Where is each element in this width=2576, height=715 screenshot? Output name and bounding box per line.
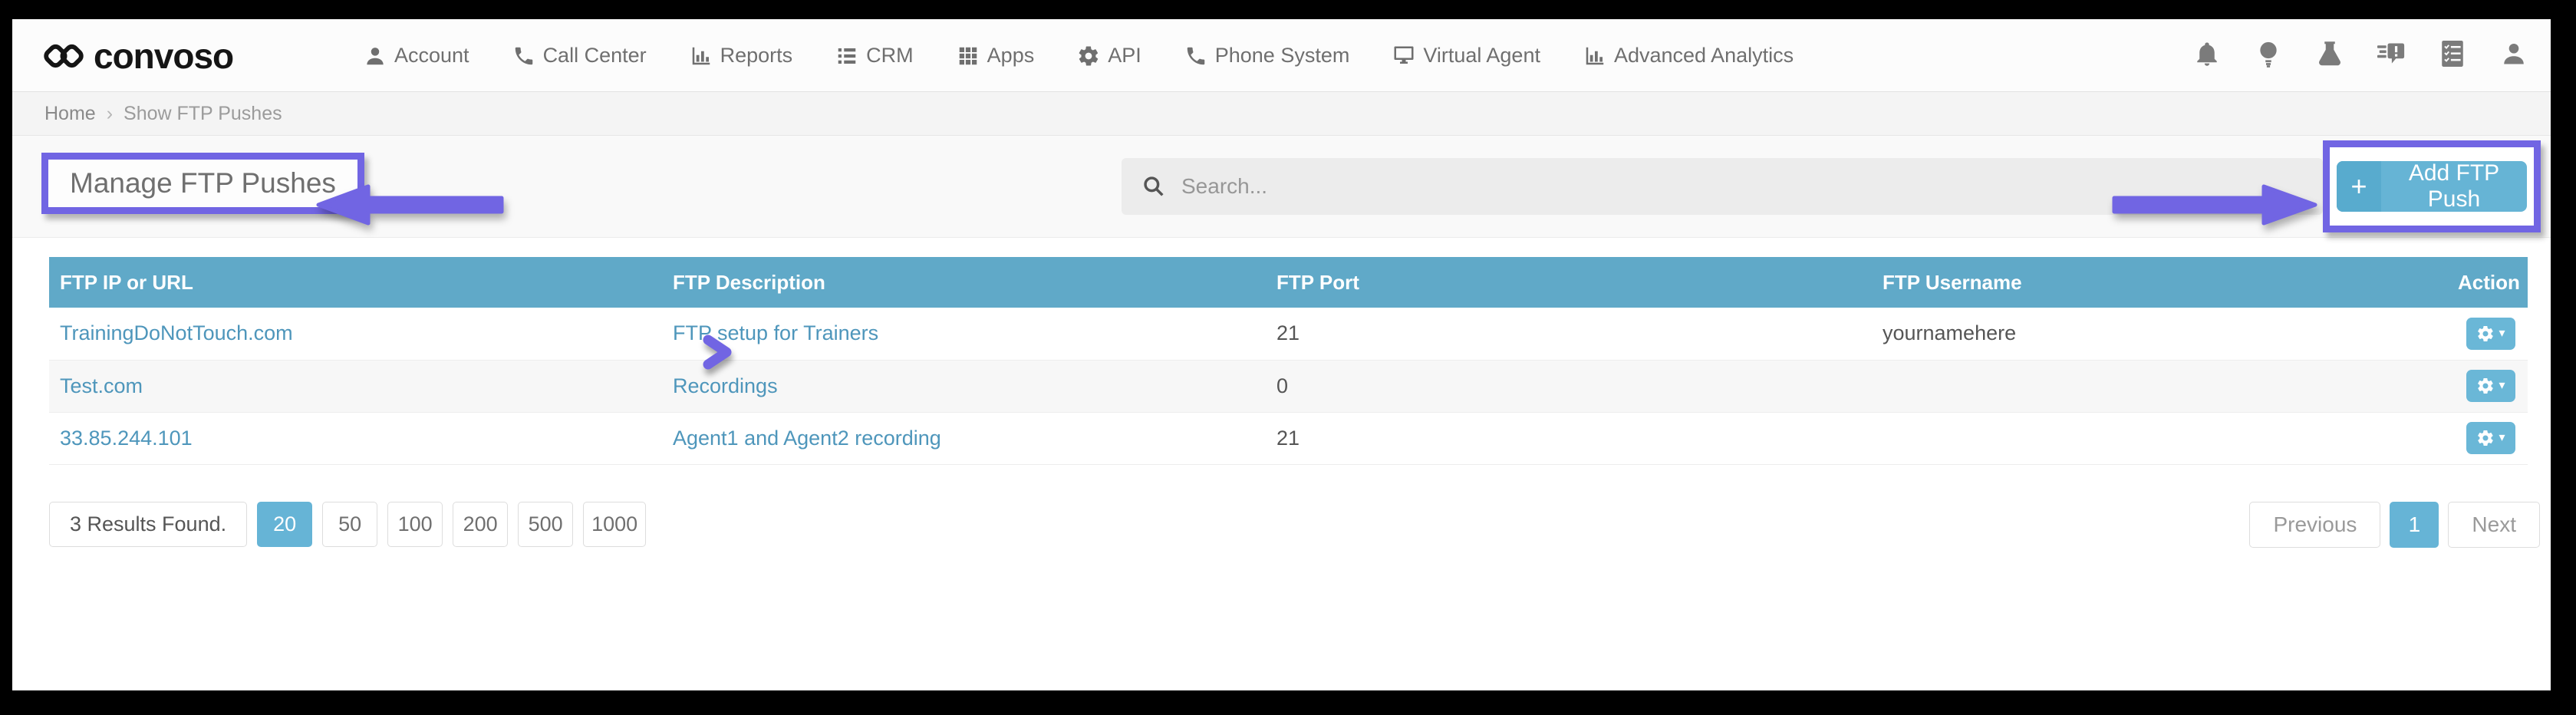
ftp-description-link[interactable]: Recordings	[673, 374, 778, 397]
app-window: convoso Account Call Center Reports CRM …	[12, 19, 2551, 690]
ftp-port-value: 0	[1266, 360, 1872, 413]
top-navbar: convoso Account Call Center Reports CRM …	[12, 19, 2551, 92]
annotation-chevron-icon	[703, 334, 732, 370]
column-header-ftp-description[interactable]: FTP Description	[662, 257, 1266, 308]
main-content: FTP IP or URL FTP Description FTP Port F…	[12, 238, 2551, 548]
page-1-button[interactable]: 1	[2390, 501, 2439, 548]
nav-item-apps[interactable]: Apps	[957, 44, 1034, 68]
ftp-pushes-table: FTP IP or URL FTP Description FTP Port F…	[49, 257, 2528, 465]
gear-icon	[1079, 46, 1099, 65]
caret-down-icon: ▾	[2499, 326, 2505, 340]
page-toolbar: Manage FTP Pushes + Add FTP Push	[12, 136, 2551, 370]
previous-page-button[interactable]: Previous	[2249, 501, 2381, 548]
utility-icons	[2193, 19, 2528, 92]
annotation-arrow-left-icon	[316, 184, 504, 226]
caret-down-icon: ▾	[2499, 431, 2505, 444]
page-nav-controls: Previous 1 Next	[2249, 501, 2540, 548]
ftp-username-value	[1872, 412, 2447, 465]
row-actions-button[interactable]: ▾	[2466, 317, 2515, 350]
page-size-50-button[interactable]: 50	[322, 502, 378, 547]
grid-icon	[959, 47, 977, 64]
bar-chart-icon	[1586, 47, 1604, 64]
nav-item-virtual-agent[interactable]: Virtual Agent	[1392, 44, 1540, 68]
bell-icon[interactable]	[2193, 40, 2221, 71]
ftp-url-link[interactable]: Test.com	[60, 374, 143, 397]
ftp-port-value: 21	[1266, 412, 1872, 465]
gear-icon	[2478, 430, 2494, 446]
caret-down-icon: ▾	[2499, 379, 2505, 392]
ftp-url-link[interactable]: TrainingDoNotTouch.com	[60, 321, 293, 345]
user-icon	[367, 47, 384, 64]
breadcrumb-current: Show FTP Pushes	[124, 102, 282, 124]
convoso-logo[interactable]: convoso	[43, 19, 234, 92]
gear-icon	[2478, 378, 2494, 394]
phone-icon	[515, 47, 532, 64]
page-size-100-button[interactable]: 100	[387, 502, 443, 547]
feedback-icon[interactable]	[2377, 40, 2405, 71]
pagination-bar: 3 Results Found. 20 50 100 200 500 1000 …	[49, 501, 2540, 548]
user-icon[interactable]	[2500, 40, 2528, 71]
nav-item-crm[interactable]: CRM	[835, 44, 914, 68]
ftp-url-link[interactable]: 33.85.244.101	[60, 426, 193, 450]
annotation-arrow-right-icon	[2112, 184, 2317, 226]
lightbulb-icon[interactable]	[2255, 40, 2282, 71]
list-icon	[838, 48, 856, 64]
column-header-ftp-ip[interactable]: FTP IP or URL	[49, 257, 662, 308]
ftp-username-value: yournamehere	[1872, 308, 2447, 361]
brand-name: convoso	[94, 35, 234, 76]
phone-icon	[1187, 47, 1204, 64]
breadcrumb-separator: ›	[106, 102, 114, 124]
nav-item-advanced-analytics[interactable]: Advanced Analytics	[1583, 44, 1794, 68]
ftp-description-link[interactable]: Agent1 and Agent2 recording	[673, 426, 941, 450]
nav-item-api[interactable]: API	[1077, 44, 1141, 68]
checklist-icon[interactable]	[2439, 40, 2466, 71]
search-input[interactable]	[1181, 174, 2102, 199]
results-count: 3 Results Found.	[49, 502, 248, 547]
bar-chart-icon	[692, 47, 710, 64]
plus-icon: +	[2337, 161, 2381, 212]
add-button-annotation-box: + Add FTP Push	[2323, 140, 2541, 232]
gear-icon	[2478, 325, 2494, 341]
nav-item-phone-system[interactable]: Phone System	[1184, 44, 1349, 68]
nav-item-call-center[interactable]: Call Center	[512, 44, 647, 68]
page-size-200-button[interactable]: 200	[453, 502, 509, 547]
page-size-controls: 3 Results Found. 20 50 100 200 500 1000	[49, 502, 647, 547]
ftp-username-value	[1872, 360, 2447, 413]
title-annotation-box: Manage FTP Pushes	[41, 153, 364, 214]
row-actions-button[interactable]: ▾	[2466, 370, 2515, 402]
page-size-20-button[interactable]: 20	[257, 502, 313, 547]
table-header-row: FTP IP or URL FTP Description FTP Port F…	[49, 257, 2528, 308]
nav-item-reports[interactable]: Reports	[690, 44, 792, 68]
add-ftp-push-button[interactable]: + Add FTP Push	[2337, 161, 2527, 212]
convoso-knot-icon	[44, 44, 84, 68]
page-size-500-button[interactable]: 500	[518, 502, 574, 547]
page-title: Manage FTP Pushes	[70, 167, 336, 199]
column-header-ftp-username[interactable]: FTP Username	[1872, 257, 2447, 308]
page-size-1000-button[interactable]: 1000	[583, 502, 647, 547]
column-header-ftp-port[interactable]: FTP Port	[1266, 257, 1872, 308]
search-icon	[1144, 176, 1164, 196]
next-page-button[interactable]: Next	[2448, 501, 2540, 548]
row-actions-button[interactable]: ▾	[2466, 422, 2515, 454]
monitor-icon	[1394, 46, 1414, 64]
breadcrumb-home-link[interactable]: Home	[44, 102, 96, 124]
main-menu: Account Call Center Reports CRM Apps API	[364, 19, 1794, 92]
nav-item-account[interactable]: Account	[364, 44, 469, 68]
table-row: TrainingDoNotTouch.com FTP setup for Tra…	[49, 308, 2528, 361]
table-row: 33.85.244.101 Agent1 and Agent2 recordin…	[49, 412, 2528, 465]
breadcrumb: Home › Show FTP Pushes	[12, 92, 2551, 136]
ftp-port-value: 21	[1266, 308, 1872, 361]
column-header-action: Action	[2447, 257, 2528, 308]
flask-icon[interactable]	[2316, 40, 2344, 71]
table-row: Test.com Recordings 0 ▾	[49, 360, 2528, 413]
